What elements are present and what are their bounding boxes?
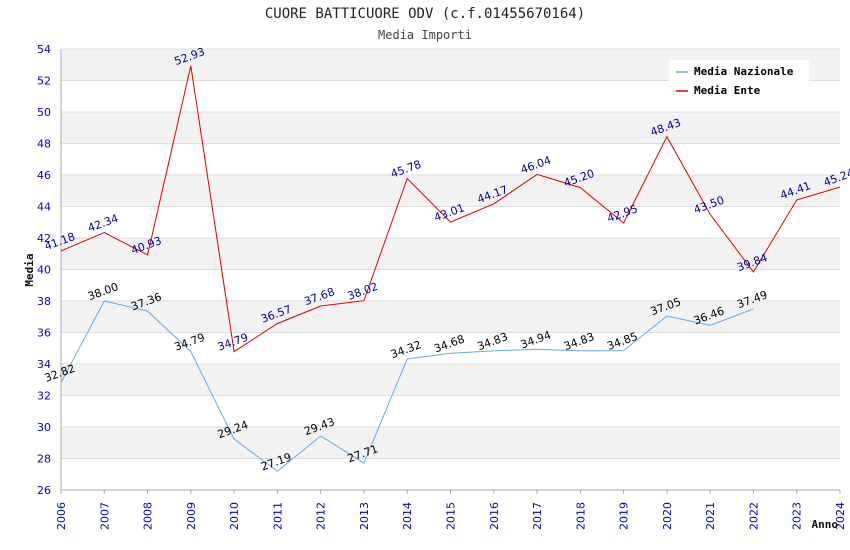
y-tick-label: 46 bbox=[37, 169, 51, 182]
tick-labels: 26 28 30 32 34 36 38 40 42 44 46 48 50 52 54 2006 2007 20… bbox=[37, 43, 847, 530]
data-label-media-nazionale: 38.00 bbox=[86, 280, 120, 303]
grid-band bbox=[61, 364, 840, 396]
legend-label-media-nazionale: Media Nazionale bbox=[694, 65, 794, 78]
y-tick-label: 30 bbox=[37, 421, 51, 434]
y-tick-label: 40 bbox=[37, 264, 51, 277]
data-label-media-nazionale: 34.83 bbox=[476, 330, 510, 353]
y-tick-label: 26 bbox=[37, 484, 51, 497]
x-tick-label: 2009 bbox=[185, 502, 198, 530]
data-label-media-ente: 42.34 bbox=[86, 212, 120, 235]
x-tick-label: 2023 bbox=[791, 502, 804, 530]
data-label-media-nazionale: 34.83 bbox=[562, 330, 596, 353]
grid-band bbox=[61, 238, 840, 270]
x-tick-label: 2024 bbox=[834, 502, 847, 530]
y-tick-label: 48 bbox=[37, 138, 51, 151]
y-tick-label: 50 bbox=[37, 106, 51, 119]
y-tick-label: 54 bbox=[37, 43, 51, 56]
grid-band bbox=[61, 112, 840, 144]
data-label-media-nazionale: 34.85 bbox=[605, 330, 639, 353]
legend: Media Nazionale Media Ente bbox=[669, 60, 809, 102]
x-tick-label: 2008 bbox=[142, 502, 155, 530]
y-tick-label: 52 bbox=[37, 75, 51, 88]
x-tick-label: 2013 bbox=[358, 502, 371, 530]
y-tick-label: 28 bbox=[37, 453, 51, 466]
legend-box bbox=[669, 60, 809, 102]
x-tick-label: 2011 bbox=[271, 502, 284, 530]
chart-subtitle: Media Importi bbox=[378, 28, 472, 42]
y-tick-label: 38 bbox=[37, 295, 51, 308]
x-tick-label: 2012 bbox=[315, 502, 328, 530]
grid-band bbox=[61, 427, 840, 459]
x-tick-label: 2019 bbox=[618, 502, 631, 530]
x-tick-label: 2016 bbox=[488, 502, 501, 530]
axes bbox=[60, 49, 841, 494]
x-tick-label: 2015 bbox=[445, 502, 458, 530]
x-tick-label: 2007 bbox=[98, 502, 111, 530]
y-tick-label: 34 bbox=[37, 358, 51, 371]
data-label-media-ente: 46.04 bbox=[519, 154, 553, 177]
y-tick-label: 32 bbox=[37, 390, 51, 403]
data-label-media-nazionale: 34.68 bbox=[432, 333, 466, 356]
x-tick-label: 2021 bbox=[704, 502, 717, 530]
grid-band bbox=[61, 301, 840, 333]
data-label-media-ente: 34.79 bbox=[216, 331, 250, 354]
chart-title: CUORE BATTICUORE ODV (c.f.01455670164) bbox=[265, 6, 585, 22]
legend-label-media-ente: Media Ente bbox=[694, 84, 761, 97]
series-lines bbox=[60, 65, 841, 472]
x-tick-label: 2022 bbox=[747, 502, 760, 530]
series-line-media-nazionale bbox=[60, 300, 754, 472]
x-tick-label: 2017 bbox=[531, 502, 544, 530]
x-tick-label: 2014 bbox=[401, 502, 414, 530]
x-tick-label: 2010 bbox=[228, 502, 241, 530]
y-tick-label: 36 bbox=[37, 327, 51, 340]
data-label-media-ente: 38.02 bbox=[346, 280, 380, 303]
x-tick-label: 2018 bbox=[574, 502, 587, 530]
x-tick-label: 2006 bbox=[55, 502, 68, 530]
x-tick-label: 2020 bbox=[661, 502, 674, 530]
y-tick-label: 42 bbox=[37, 232, 51, 245]
y-axis-label: Media bbox=[23, 253, 36, 286]
grid-band bbox=[61, 175, 840, 207]
x-axis-label: Anno bbox=[812, 518, 839, 531]
grid-bands bbox=[61, 48, 840, 491]
y-tick-label: 44 bbox=[37, 201, 51, 214]
series-line-media-ente bbox=[60, 65, 841, 353]
